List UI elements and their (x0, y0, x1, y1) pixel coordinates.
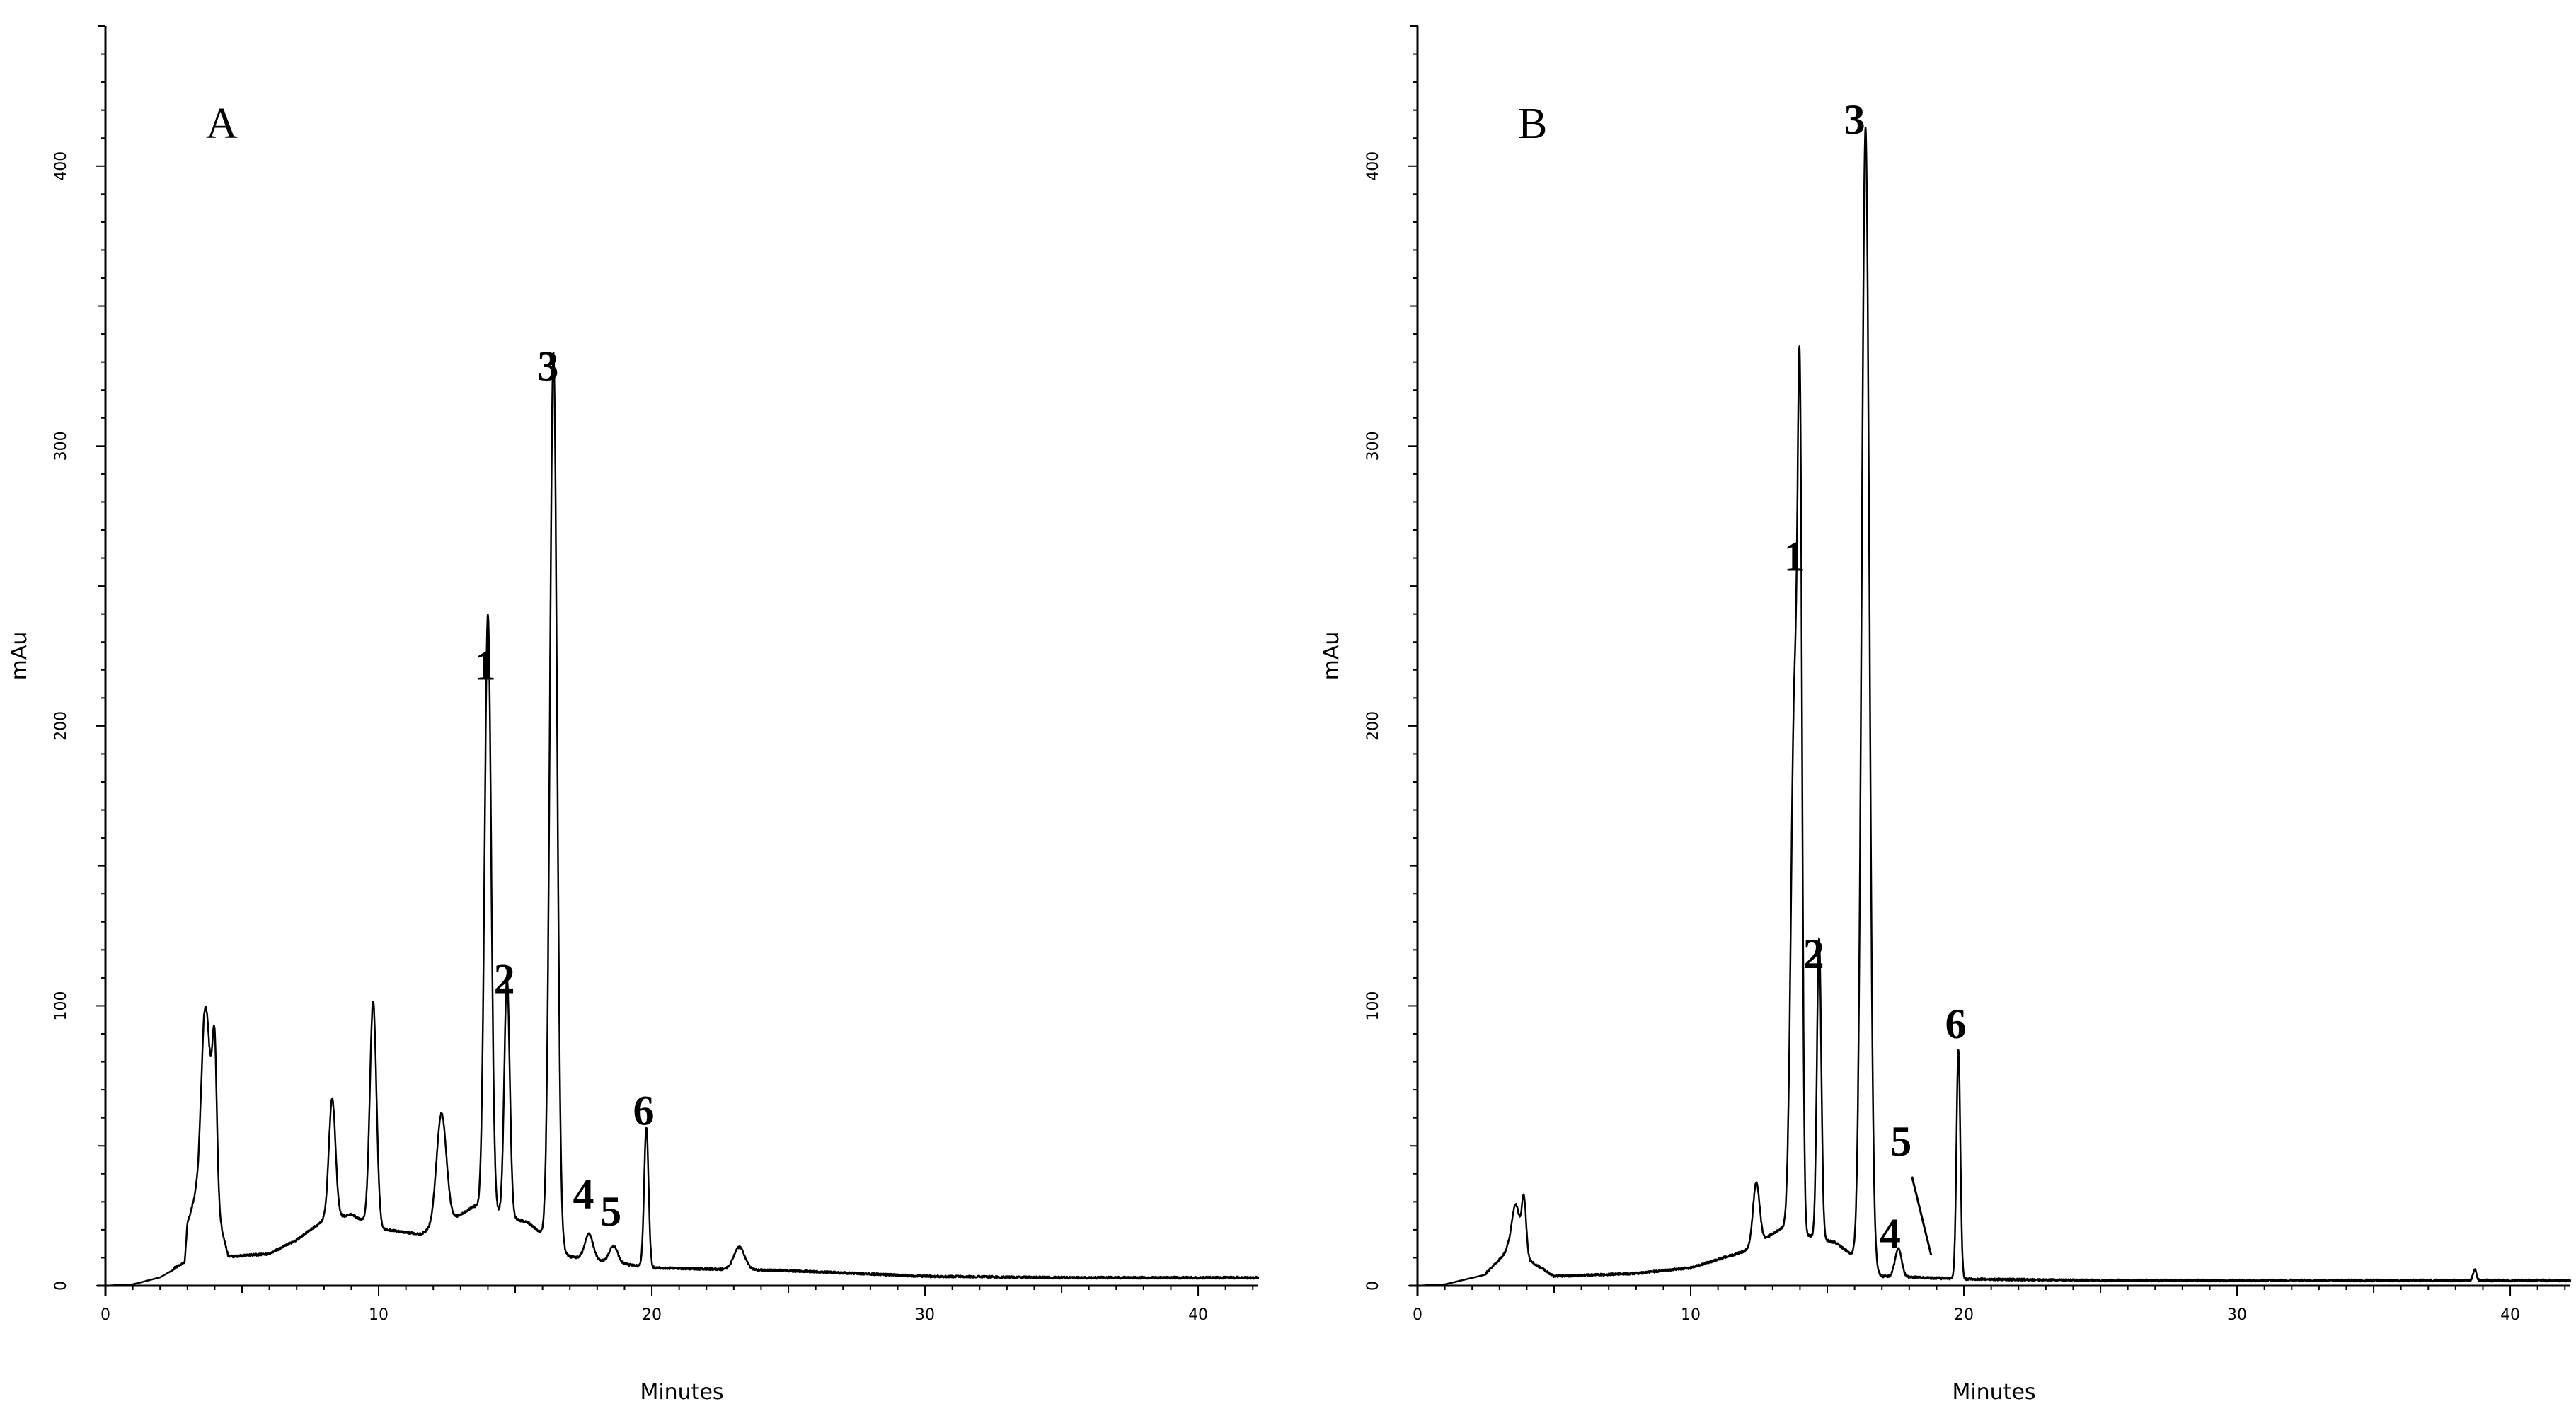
x-axis-label: Minutes (1952, 1380, 2035, 1405)
y-tick-label: 100 (52, 991, 70, 1020)
panel-label-a: A (206, 100, 238, 148)
tick-labels: 0 100 200 300 400 0 10 20 30 40 (1364, 151, 2520, 1324)
peak-label-4: 4 (1880, 1211, 1901, 1257)
peak-label-3: 3 (537, 342, 558, 389)
y-tick-label: 400 (1364, 151, 1382, 181)
peak-label-3: 3 (1844, 96, 1865, 143)
peak-labels: 1 2 3 4 5 6 (1784, 96, 1967, 1257)
peak-label-5: 5 (1890, 1118, 1911, 1165)
x-tick-label: 20 (1954, 1306, 1974, 1324)
y-axis-label: mAu (1319, 632, 1344, 681)
x-tick-label: 40 (2500, 1306, 2520, 1324)
chart-panel-a: A mAu Minutes 0 100 200 300 400 0 10 20 30 40 1 2 3… (7, 25, 1260, 1405)
y-tick-label: 300 (52, 431, 70, 461)
y-tick-label: 0 (52, 1281, 70, 1291)
x-tick-label: 10 (369, 1306, 389, 1324)
x-tick-label: 10 (1681, 1306, 1701, 1324)
y-axis-label: mAu (7, 632, 32, 681)
x-tick-label: 0 (100, 1306, 110, 1324)
y-tick-label: 100 (1364, 991, 1382, 1020)
y-tick-label: 0 (1364, 1281, 1382, 1291)
x-tick-label: 0 (1413, 1306, 1422, 1324)
panel-label-b: B (1518, 100, 1547, 148)
y-tick-label: 200 (1364, 711, 1382, 741)
x-tick-label: 40 (1188, 1306, 1208, 1324)
peak-label-5: 5 (600, 1188, 621, 1235)
peak-label-6: 6 (1945, 1001, 1966, 1047)
peak-label-1: 1 (475, 643, 496, 689)
leader-lines (1911, 1176, 1933, 1255)
peak-label-2: 2 (494, 956, 515, 1003)
x-tick-label: 30 (2227, 1306, 2247, 1324)
peak-label-2: 2 (1803, 931, 1824, 977)
peak-label-4: 4 (573, 1171, 594, 1218)
tick-labels: 0 100 200 300 400 0 10 20 30 40 (52, 151, 1208, 1324)
y-tick-label: 300 (1364, 431, 1382, 461)
chromatogram-trace-b (1417, 126, 2572, 1287)
x-tick-label: 20 (642, 1306, 662, 1324)
chart-panel-b: B mAu Minutes 0 100 200 300 400 0 10 20 30 40 1 2 3… (1319, 25, 2572, 1405)
y-tick-label: 200 (52, 711, 70, 741)
x-axis-label: Minutes (640, 1380, 723, 1405)
leader-line (1911, 1176, 1933, 1255)
y-tick-label: 400 (52, 151, 70, 181)
chromatogram-trace-a (105, 352, 1260, 1287)
x-tick-label: 30 (915, 1306, 935, 1324)
peak-label-1: 1 (1784, 533, 1805, 580)
peak-label-6: 6 (633, 1087, 654, 1134)
